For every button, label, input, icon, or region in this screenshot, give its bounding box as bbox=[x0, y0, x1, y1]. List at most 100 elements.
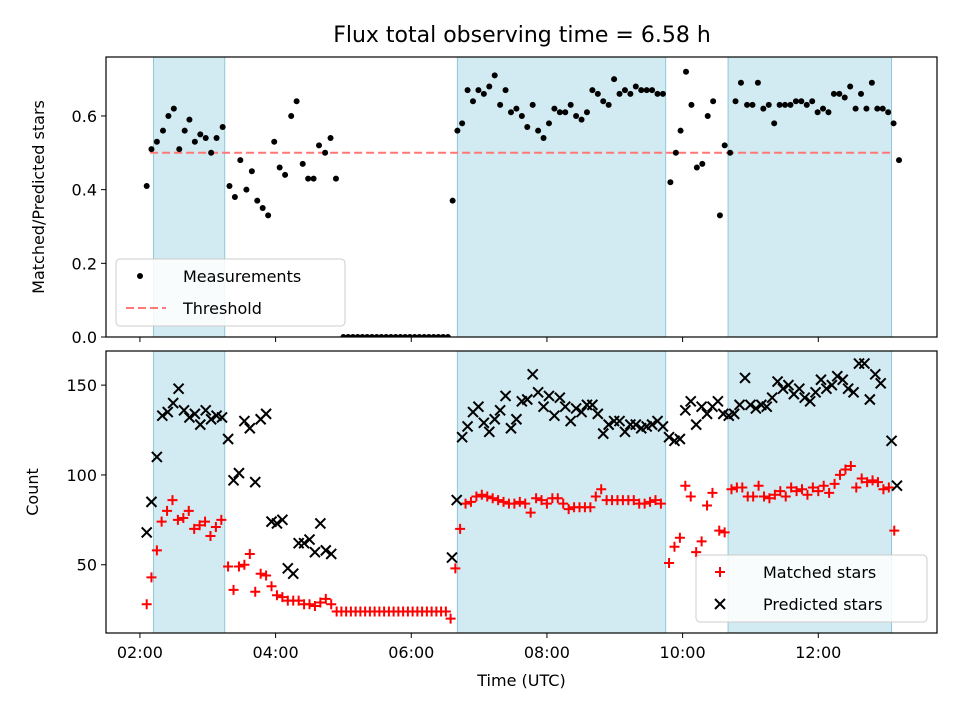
data-point bbox=[210, 522, 221, 533]
data-point bbox=[878, 484, 889, 495]
data-point bbox=[657, 420, 669, 433]
data-point bbox=[293, 595, 304, 606]
data-point bbox=[223, 561, 234, 572]
data-point bbox=[685, 395, 697, 408]
data-point bbox=[310, 175, 317, 182]
data-point bbox=[737, 482, 748, 493]
data-point bbox=[364, 334, 371, 337]
data-point bbox=[825, 109, 832, 116]
data-point bbox=[178, 404, 190, 416]
data-point bbox=[271, 590, 282, 601]
data-point bbox=[260, 408, 272, 420]
data-point bbox=[167, 397, 179, 409]
data-point bbox=[570, 402, 582, 415]
data-point bbox=[205, 413, 217, 425]
data-point bbox=[690, 418, 702, 431]
data-point bbox=[820, 105, 827, 112]
data-point bbox=[491, 72, 498, 79]
data-point bbox=[202, 135, 209, 142]
data-point bbox=[677, 127, 684, 134]
y-tick-label: 100 bbox=[66, 466, 97, 485]
data-point bbox=[265, 212, 272, 219]
data-point bbox=[728, 408, 740, 420]
y-tick-label: 0.4 bbox=[72, 181, 97, 200]
data-point bbox=[373, 334, 380, 337]
data-point bbox=[314, 517, 327, 530]
data-point bbox=[856, 473, 867, 484]
data-point bbox=[643, 87, 650, 94]
data-point bbox=[354, 334, 361, 337]
data-point bbox=[872, 477, 883, 488]
data-point bbox=[536, 495, 547, 506]
data-point bbox=[645, 496, 656, 507]
data-point bbox=[761, 400, 773, 413]
data-point bbox=[316, 142, 323, 149]
data-point bbox=[586, 399, 599, 411]
data-point bbox=[787, 101, 794, 108]
data-point bbox=[261, 570, 272, 581]
data-point bbox=[461, 420, 474, 433]
bottom-shaded-interval bbox=[152, 351, 226, 633]
data-point bbox=[621, 87, 628, 94]
data-point bbox=[421, 334, 428, 337]
x-tick-label: 02:00 bbox=[117, 643, 163, 662]
data-point bbox=[425, 334, 432, 337]
data-point bbox=[392, 334, 399, 337]
data-point bbox=[777, 383, 789, 395]
data-point bbox=[488, 413, 501, 425]
data-point bbox=[737, 79, 744, 86]
data-point bbox=[679, 404, 692, 416]
data-point bbox=[320, 544, 332, 557]
data-point bbox=[646, 418, 658, 431]
data-point bbox=[287, 568, 299, 580]
legend-box bbox=[115, 258, 346, 327]
data-point bbox=[449, 197, 456, 204]
data-point bbox=[750, 402, 762, 415]
data-point bbox=[531, 493, 542, 504]
data-point bbox=[630, 418, 642, 431]
data-point bbox=[771, 120, 778, 127]
data-point bbox=[237, 157, 244, 164]
data-point bbox=[869, 368, 881, 381]
data-point bbox=[288, 112, 295, 119]
data-point bbox=[664, 557, 675, 568]
data-point bbox=[797, 484, 808, 495]
data-point bbox=[611, 76, 618, 83]
data-point bbox=[649, 87, 656, 94]
data-point bbox=[674, 532, 685, 543]
y-tick-label: 0.2 bbox=[72, 254, 97, 273]
data-point bbox=[554, 391, 566, 404]
data-point bbox=[172, 514, 183, 525]
data-point bbox=[387, 334, 394, 337]
data-point bbox=[472, 400, 485, 413]
data-point bbox=[782, 101, 789, 108]
data-point bbox=[148, 146, 155, 153]
data-point bbox=[602, 418, 615, 431]
top-legend: Measurements Threshold bbox=[115, 258, 346, 327]
data-point bbox=[809, 386, 822, 399]
y-tick-label: 50 bbox=[77, 556, 97, 575]
data-point bbox=[402, 334, 409, 337]
data-point bbox=[659, 90, 666, 97]
data-point bbox=[841, 94, 848, 101]
data-point bbox=[244, 422, 256, 434]
data-point bbox=[507, 109, 514, 116]
data-point bbox=[303, 533, 316, 546]
data-point bbox=[719, 527, 730, 538]
data-point bbox=[685, 491, 696, 502]
data-point bbox=[798, 98, 805, 105]
top-shaded-interval bbox=[727, 57, 893, 337]
data-point bbox=[455, 523, 466, 534]
x-axis-label: Time (UTC) bbox=[476, 671, 565, 690]
data-point bbox=[842, 383, 854, 395]
data-point bbox=[487, 493, 498, 504]
data-point bbox=[760, 105, 767, 112]
y-tick-label: 0.6 bbox=[72, 107, 97, 126]
data-point bbox=[469, 98, 476, 105]
data-point bbox=[440, 334, 447, 337]
data-point bbox=[535, 127, 542, 134]
data-point bbox=[594, 90, 601, 97]
legend-marker-plus bbox=[715, 567, 725, 577]
data-point bbox=[769, 489, 780, 500]
data-point bbox=[476, 489, 487, 500]
